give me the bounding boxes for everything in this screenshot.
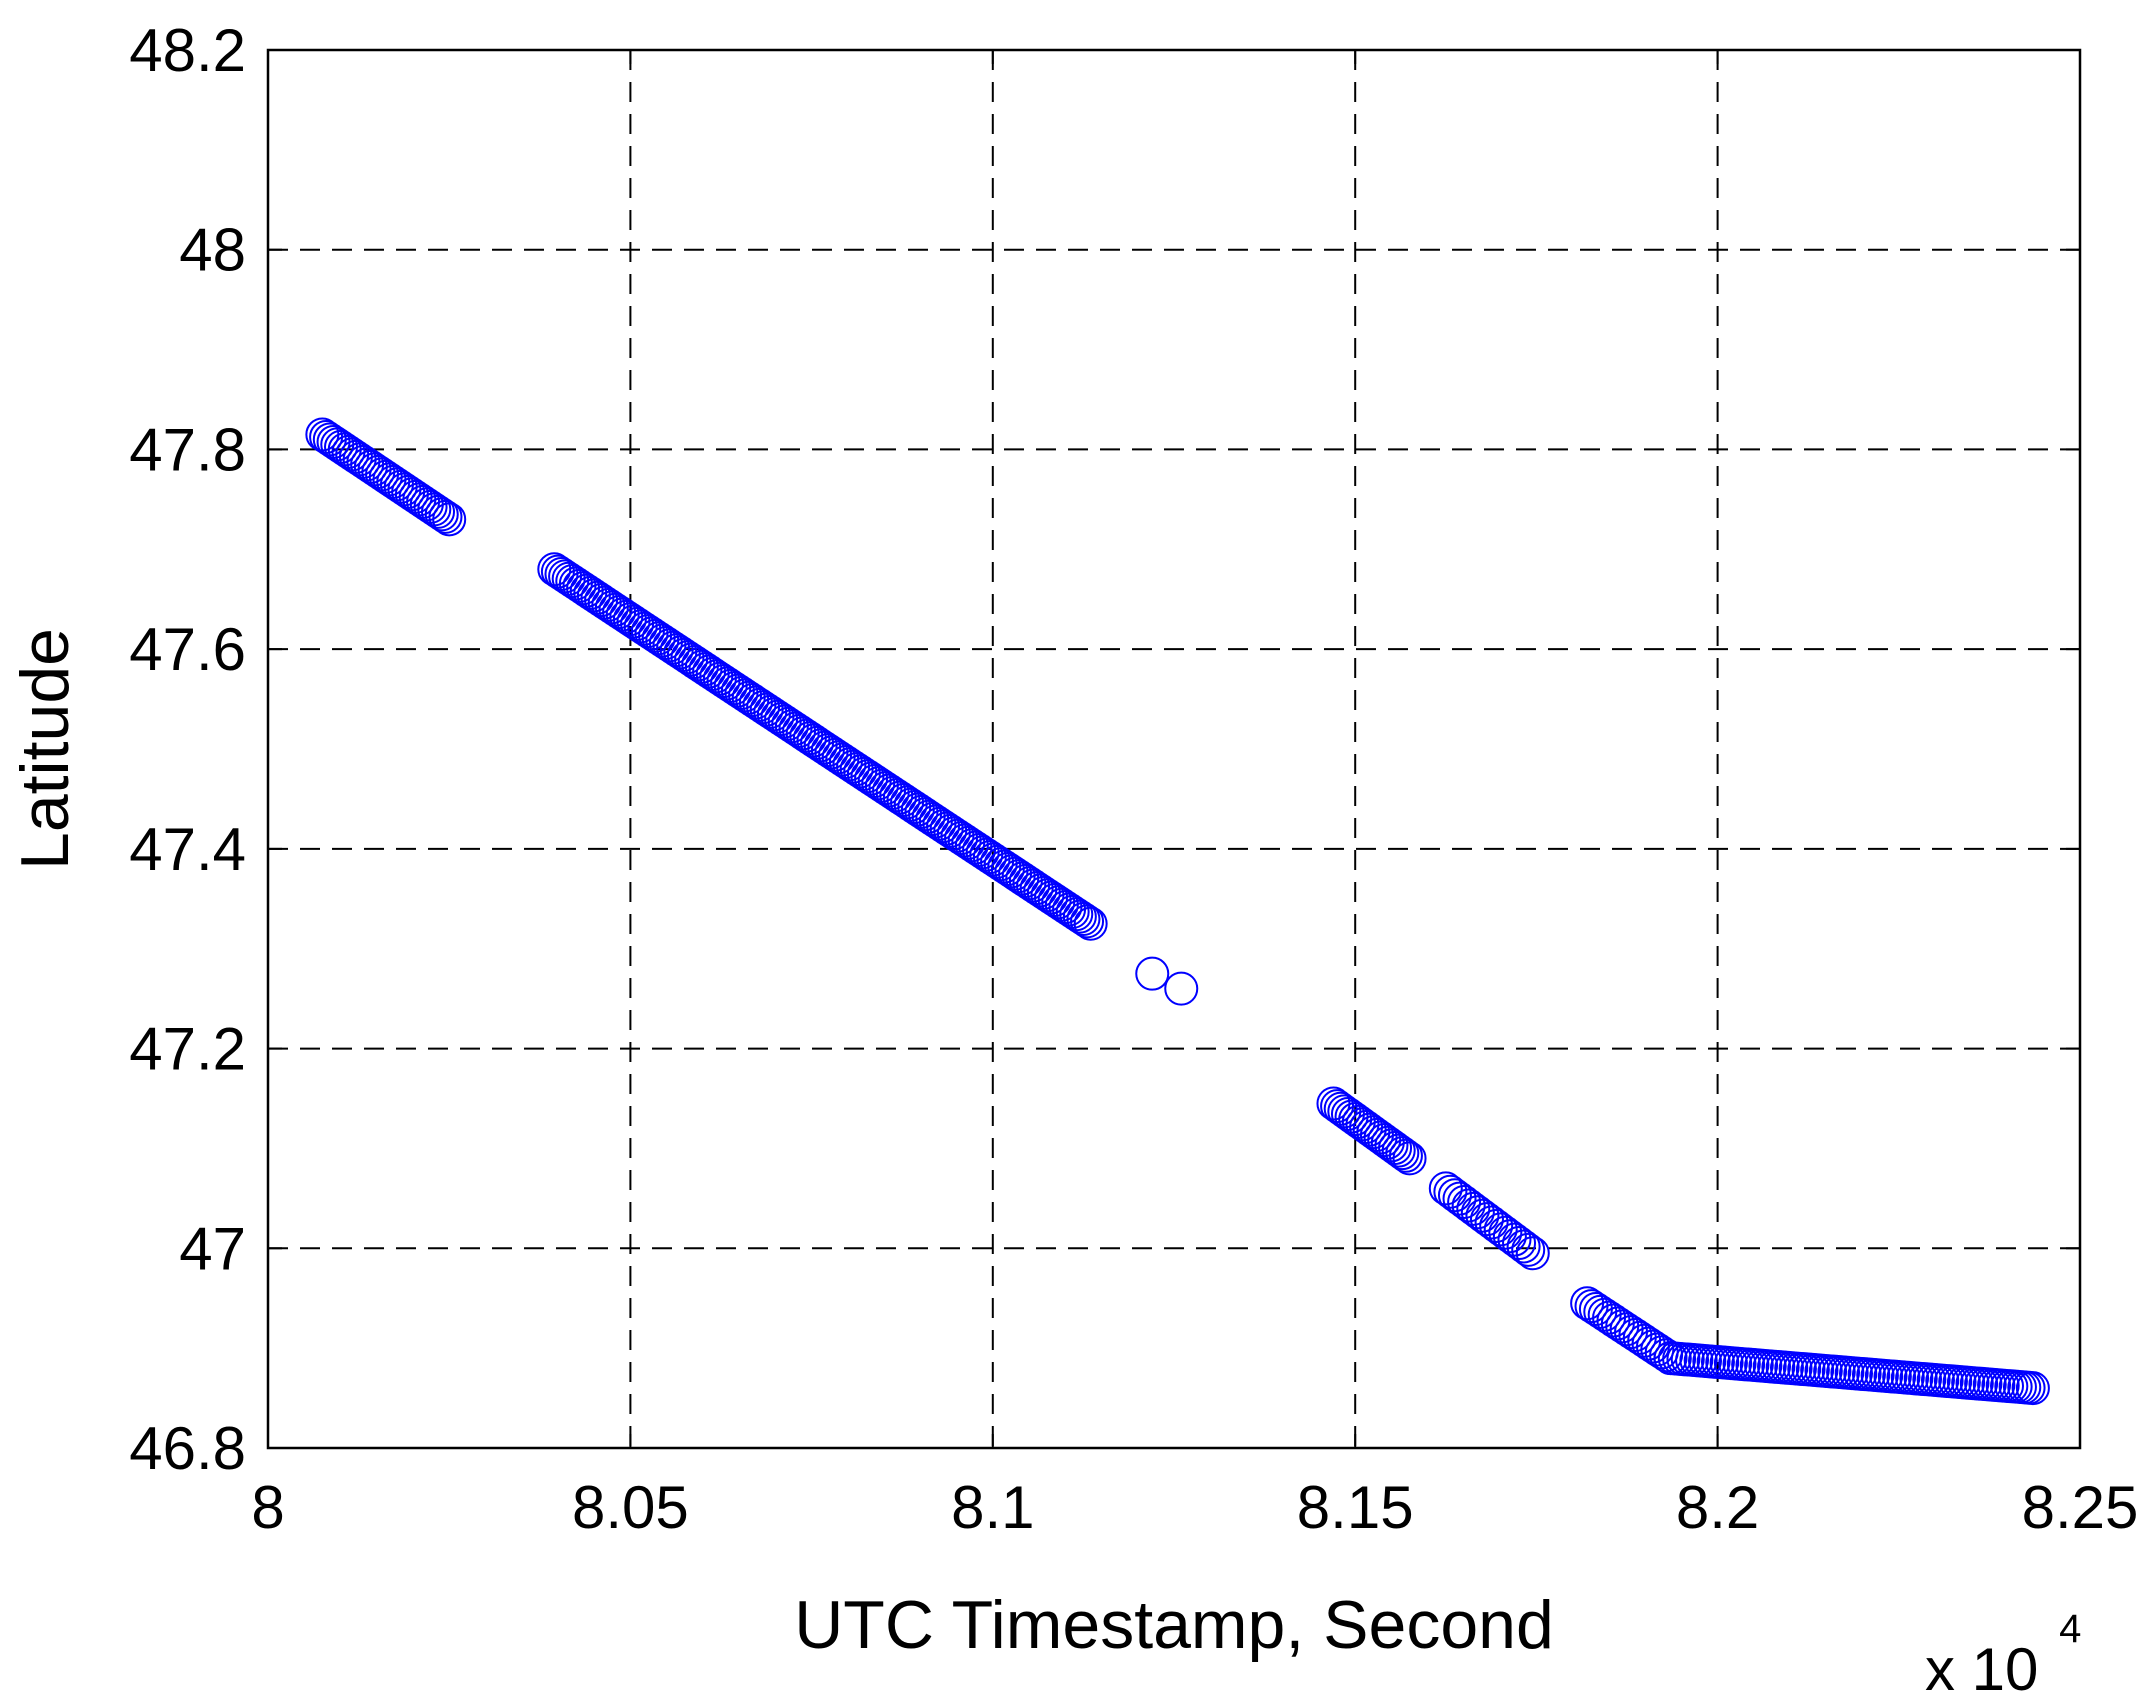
x-tick-label: 8 — [251, 1474, 284, 1541]
data-point — [1456, 1191, 1491, 1226]
plot-frame — [266, 48, 2082, 1450]
data-point — [1511, 1232, 1546, 1267]
x-tick-label: 8.1 — [951, 1474, 1034, 1541]
y-axis-ticks: 46.8 47 47.2 47.4 47.6 47.8 48 48.2 — [129, 17, 2080, 1482]
y-tick-label: 47.2 — [129, 1016, 246, 1083]
data-point — [1465, 1198, 1500, 1233]
y-tick-label: 47 — [179, 1215, 246, 1282]
y-tick-label: 47.4 — [129, 816, 246, 883]
data-point — [1135, 956, 1170, 991]
x-axis-ticks: 8 8.05 8.1 8.15 8.2 8.25 — [251, 50, 2138, 1541]
y-tick-label: 47.6 — [129, 616, 246, 683]
y-tick-label: 46.8 — [129, 1415, 246, 1482]
data-point — [1073, 906, 1108, 941]
data-point — [1469, 1202, 1504, 1237]
gridlines — [268, 50, 2080, 1448]
data-point — [1497, 1222, 1532, 1257]
x-axis-exponent: x 10 4 — [1925, 1607, 2081, 1703]
data-point — [1164, 971, 1199, 1006]
data-point — [1388, 1138, 1423, 1173]
data-point — [1392, 1141, 1427, 1176]
data-point — [1066, 901, 1101, 936]
data-point — [1479, 1208, 1514, 1243]
data-point — [1062, 899, 1097, 934]
data-point — [2015, 1371, 2050, 1406]
x-axis-exponent-power: 4 — [2059, 1607, 2081, 1651]
data-point — [1515, 1236, 1550, 1271]
data-point — [1437, 1178, 1472, 1213]
data-point — [1433, 1174, 1468, 1209]
y-tick-label: 48 — [179, 217, 246, 284]
data-point — [1447, 1185, 1482, 1220]
data-point — [421, 494, 456, 529]
data-point — [1502, 1226, 1537, 1261]
x-tick-label: 8.15 — [1297, 1474, 1414, 1541]
x-tick-label: 8.25 — [2022, 1474, 2139, 1541]
y-tick-label: 48.2 — [129, 17, 246, 84]
data-point — [1492, 1219, 1527, 1254]
data-point — [424, 497, 459, 532]
data-point — [1460, 1195, 1495, 1230]
data-point — [1381, 1133, 1416, 1168]
x-axis-label: UTC Timestamp, Second — [794, 1587, 1554, 1663]
data-point — [1428, 1171, 1463, 1206]
x-tick-label: 8.2 — [1676, 1474, 1759, 1541]
data-point — [432, 502, 467, 537]
data-points — [305, 417, 2050, 1406]
x-axis-exponent-base: x 10 — [1925, 1636, 2038, 1703]
data-point — [1483, 1212, 1518, 1247]
data-point — [1070, 904, 1105, 939]
data-point — [1451, 1188, 1486, 1223]
data-point — [1506, 1229, 1541, 1264]
x-tick-label: 8.05 — [572, 1474, 689, 1541]
y-axis-label: Latitude — [7, 628, 83, 870]
data-point — [1474, 1205, 1509, 1240]
data-point — [1385, 1136, 1420, 1171]
data-point — [1442, 1181, 1477, 1216]
data-point — [428, 499, 463, 534]
y-tick-label: 47.8 — [129, 416, 246, 483]
data-point — [1488, 1215, 1523, 1250]
